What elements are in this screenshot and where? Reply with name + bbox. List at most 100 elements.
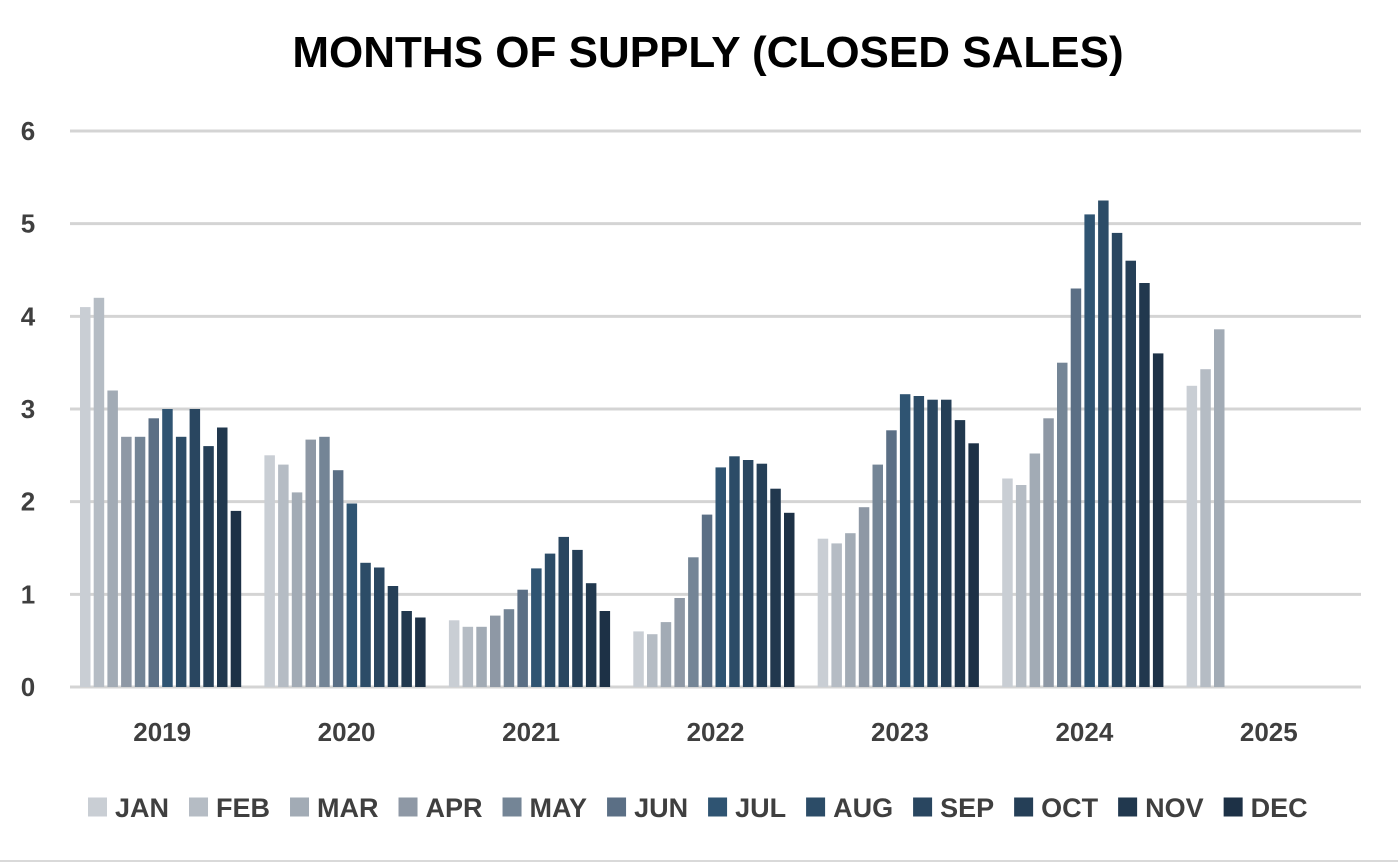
bar-jul-2019	[162, 409, 173, 687]
legend-swatch-jan	[88, 797, 107, 817]
bar-jan-2025	[1186, 385, 1198, 687]
bar-mar-2025	[1214, 329, 1225, 687]
bar-mar-2020	[291, 492, 303, 687]
chart-title: MONTHS OF SUPPLY (CLOSED SALES)	[292, 28, 1124, 77]
bar-jun-2020	[332, 470, 344, 687]
bar-jun-2023	[886, 430, 897, 687]
bar-mar-2023	[845, 533, 856, 687]
legend-label-jan: JAN	[115, 793, 169, 823]
x-tick-label: 2025	[1240, 717, 1298, 747]
legend-swatch-aug	[806, 797, 826, 817]
legend-swatch-dec	[1223, 797, 1243, 817]
bar-dec-2022	[784, 512, 795, 687]
bar-nov-2020	[401, 611, 412, 687]
bar-feb-2023	[831, 543, 842, 687]
legend-label-jun: JUN	[634, 793, 688, 823]
x-tick-label: 2024	[1055, 717, 1113, 747]
bar-nov-2022	[770, 488, 781, 687]
bar-jul-2024	[1084, 214, 1095, 687]
bar-apr-2019	[121, 436, 132, 687]
legend-swatch-sep	[913, 797, 933, 817]
legend-swatch-apr	[398, 797, 418, 817]
bar-mar-2019	[107, 390, 118, 687]
bar-apr-2023	[858, 507, 870, 687]
bar-apr-2022	[674, 598, 685, 687]
legend-label-aug: AUG	[833, 793, 893, 823]
bar-aug-2024	[1098, 200, 1109, 687]
bar-apr-2021	[490, 615, 501, 687]
x-tick-label: 2019	[133, 717, 191, 747]
bar-may-2024	[1057, 362, 1068, 687]
bar-sep-2021	[558, 536, 569, 687]
bar-jun-2022	[701, 514, 713, 687]
bar-jul-2022	[715, 467, 726, 687]
bar-jul-2020	[346, 503, 358, 687]
bar-may-2020	[319, 436, 330, 687]
bar-feb-2025	[1200, 369, 1211, 687]
bar-jun-2021	[517, 589, 528, 687]
bar-sep-2023	[927, 399, 938, 687]
legend-label-feb: FEB	[216, 793, 270, 823]
bar-aug-2021	[544, 553, 556, 687]
bar-mar-2022	[660, 622, 672, 687]
legend-swatch-jul	[708, 797, 728, 817]
y-tick-label: 6	[21, 116, 35, 146]
bar-mar-2024	[1029, 453, 1041, 687]
legend-swatch-may	[502, 797, 522, 817]
bar-dec-2024	[1152, 353, 1164, 687]
y-tick-label: 3	[21, 394, 35, 424]
bar-jan-2022	[633, 631, 644, 687]
x-tick-label: 2020	[318, 717, 376, 747]
legend: JAN FEB MAR APR MAY JUN JUL AUG SEP OCT NOV DEC	[88, 793, 1308, 823]
bar-jun-2019	[148, 418, 159, 687]
x-tick-label: 2023	[871, 717, 929, 747]
bar-jul-2021	[531, 568, 542, 687]
bar-oct-2020	[387, 586, 399, 687]
bar-oct-2022	[756, 463, 768, 687]
x-tick-label: 2022	[687, 717, 745, 747]
y-tick-label: 4	[21, 301, 36, 331]
bar-feb-2021	[462, 626, 474, 687]
bar-sep-2019	[189, 409, 201, 687]
bar-aug-2019	[175, 436, 187, 687]
legend-label-nov: NOV	[1145, 793, 1204, 823]
bar-feb-2020	[278, 464, 289, 687]
legend-label-jul: JUL	[735, 793, 786, 823]
legend-label-dec: DEC	[1251, 793, 1308, 823]
bar-oct-2021	[572, 549, 583, 687]
bar-dec-2019	[230, 510, 242, 687]
legend-swatch-mar	[290, 797, 310, 817]
legend-swatch-feb	[189, 797, 209, 817]
bar-oct-2019	[203, 446, 214, 687]
bar-nov-2019	[217, 427, 228, 687]
y-tick-label: 5	[21, 209, 35, 239]
bars	[80, 200, 1225, 687]
bar-jan-2023	[817, 538, 829, 687]
bar-jan-2019	[80, 307, 91, 687]
bar-aug-2020	[360, 562, 371, 687]
legend-swatch-oct	[1014, 797, 1034, 817]
y-tick-label: 2	[21, 487, 35, 517]
x-tick-label: 2021	[502, 717, 560, 747]
legend-swatch-jun	[607, 797, 627, 817]
legend-label-may: MAY	[530, 793, 588, 823]
bar-dec-2023	[968, 443, 979, 687]
bar-feb-2019	[93, 297, 105, 687]
legend-swatch-nov	[1118, 797, 1138, 817]
bar-jan-2021	[448, 620, 460, 687]
bar-nov-2024	[1139, 283, 1150, 687]
x-axis-tick-labels: 2019 2020 2021 2022 2023 2024 2025	[133, 717, 1297, 747]
bar-aug-2022	[729, 456, 740, 687]
bar-may-2022	[688, 557, 699, 687]
bar-may-2023	[872, 464, 883, 687]
legend-label-oct: OCT	[1041, 793, 1099, 823]
legend-label-mar: MAR	[317, 793, 379, 823]
legend-label-sep: SEP	[940, 793, 994, 823]
y-tick-label: 1	[21, 579, 35, 609]
bar-may-2021	[503, 609, 515, 687]
bar-apr-2024	[1043, 418, 1054, 687]
bar-dec-2021	[599, 611, 611, 687]
bar-jan-2024	[1002, 478, 1013, 687]
bar-feb-2022	[647, 634, 658, 687]
